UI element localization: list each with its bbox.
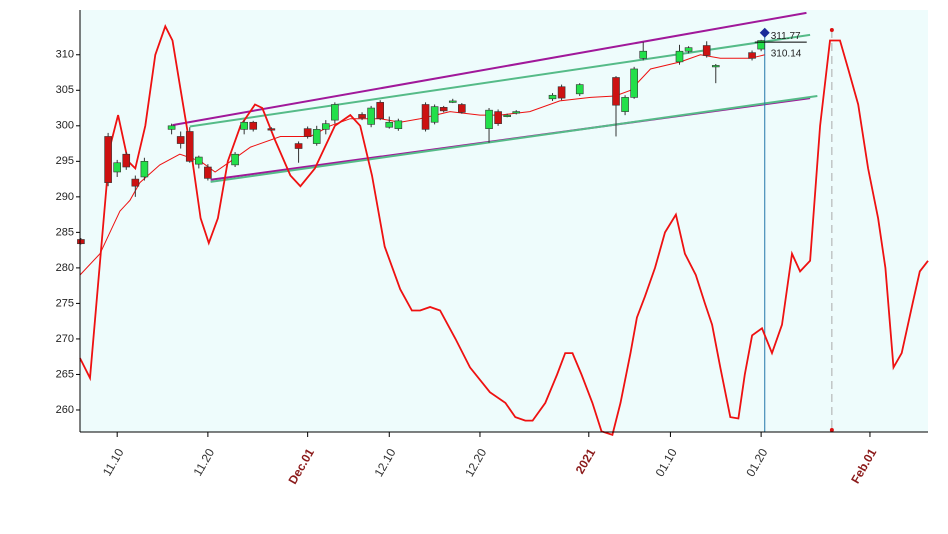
candle-body <box>122 153 131 168</box>
y-tick-label: 310 <box>56 49 74 61</box>
x-tick-label: 11.10 <box>100 446 127 479</box>
x-tick-label: Dec.01 <box>286 446 318 487</box>
candle-body <box>630 68 638 98</box>
candle-body <box>358 114 366 119</box>
candle-body <box>249 121 258 130</box>
candle-body <box>385 121 394 128</box>
y-tick-label: 295 <box>56 155 74 167</box>
candle-body <box>376 102 385 119</box>
y-tick-label: 290 <box>56 191 74 203</box>
candle-body <box>104 136 112 183</box>
candle-body <box>485 109 493 129</box>
candle-body <box>331 104 339 121</box>
candle-body <box>367 107 375 125</box>
price-label: 311.77 <box>771 31 801 42</box>
y-tick-label: 260 <box>56 404 74 416</box>
candle-body <box>557 86 566 99</box>
candle-body <box>394 120 403 129</box>
x-tick-label: 11.20 <box>191 446 218 479</box>
candle-body <box>312 129 321 144</box>
candle-body <box>303 128 312 137</box>
candle-body <box>131 178 140 187</box>
x-tick-label: 2021 <box>573 446 599 476</box>
candle-body <box>439 107 448 112</box>
trendline <box>172 11 807 127</box>
candle-body <box>430 106 439 123</box>
candle-body <box>612 77 620 106</box>
x-tick-label: Feb.01 <box>848 446 879 486</box>
candle-body <box>675 50 684 63</box>
candle-body <box>639 50 648 59</box>
trendline <box>210 94 818 183</box>
y-tick-label: 285 <box>56 226 74 238</box>
candle-body <box>548 94 557 100</box>
candle-body <box>757 40 765 50</box>
candle-body <box>575 84 584 95</box>
y-tick-label: 270 <box>56 333 74 345</box>
x-tick-label: 01.10 <box>653 446 680 479</box>
candle-body <box>77 239 85 245</box>
candle-body <box>748 52 756 59</box>
candle-body <box>185 131 194 162</box>
candle-body <box>267 128 276 131</box>
y-tick-label: 305 <box>56 84 74 96</box>
plot-background <box>80 10 928 432</box>
candle-body <box>702 45 711 56</box>
candle-body <box>503 114 511 117</box>
candle-body <box>204 166 212 179</box>
x-tick-label: 12.10 <box>371 446 398 479</box>
x-tick-label: 01.20 <box>743 446 770 479</box>
candle-body <box>494 111 502 124</box>
candle-body <box>711 65 720 68</box>
candle-body <box>684 47 693 52</box>
marker <box>759 27 770 38</box>
candle-body <box>231 153 239 166</box>
candle-body <box>167 125 176 130</box>
forecast-dot <box>829 428 834 432</box>
x-tick-label: 12.20 <box>462 446 489 479</box>
forecast-dot <box>829 28 834 32</box>
candle-body <box>195 156 203 165</box>
y-tick-label: 300 <box>56 120 74 132</box>
y-tick-label: 280 <box>56 262 74 274</box>
candle-body <box>421 104 430 130</box>
candle-body <box>240 121 248 130</box>
candle-body <box>176 136 185 144</box>
price-label: 310.14 <box>771 48 802 59</box>
candle-body <box>458 104 466 113</box>
y-tick-label: 275 <box>56 297 74 309</box>
candle-body <box>321 123 330 130</box>
candle-body <box>140 161 149 178</box>
candle-body <box>294 143 303 149</box>
candle-body <box>512 111 521 114</box>
candle-body <box>621 97 629 112</box>
y-tick-label: 265 <box>56 368 74 380</box>
candle-body <box>448 100 457 103</box>
line-series <box>79 24 929 436</box>
candle-body <box>113 162 121 173</box>
